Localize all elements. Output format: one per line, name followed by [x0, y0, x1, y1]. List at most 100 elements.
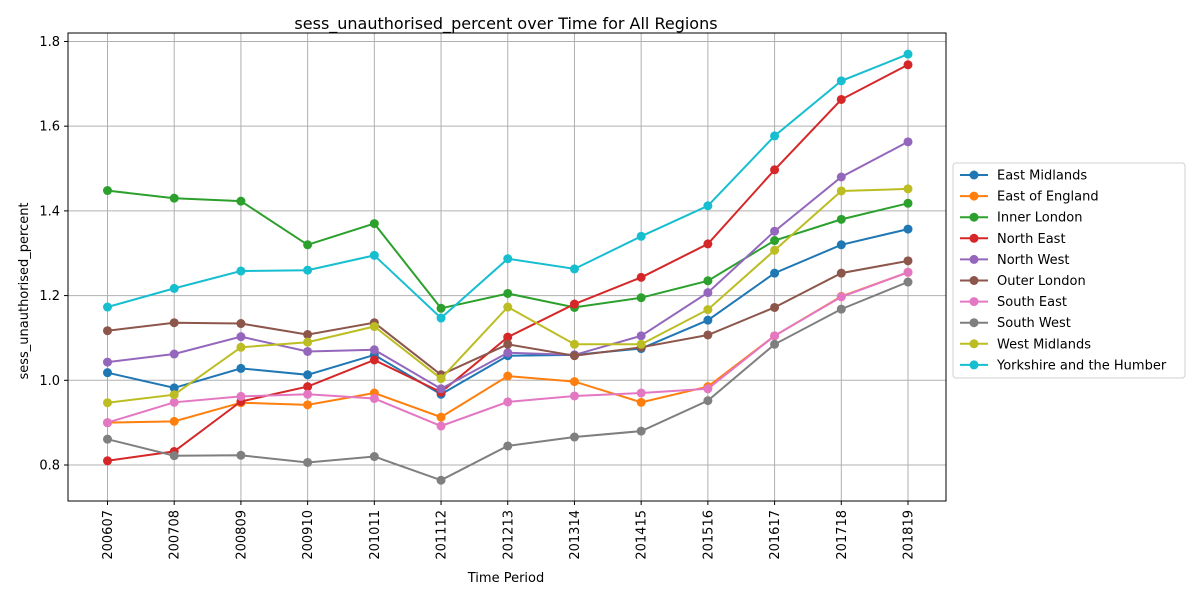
data-point — [303, 389, 313, 399]
data-point — [303, 370, 313, 380]
legend-label: South West — [997, 316, 1071, 331]
data-point — [569, 377, 579, 387]
data-point — [703, 201, 713, 211]
x-axis-label: Time Period — [467, 571, 544, 586]
data-point — [169, 390, 179, 400]
data-point — [303, 457, 313, 467]
data-point — [903, 224, 913, 234]
data-point — [503, 302, 513, 312]
data-point — [369, 322, 379, 332]
y-tick-label: 0.8 — [39, 459, 60, 474]
legend-marker — [969, 212, 979, 222]
series-lines — [103, 49, 913, 485]
data-point — [236, 332, 246, 342]
legend-label: North East — [997, 232, 1066, 247]
data-point — [636, 397, 646, 407]
data-point — [569, 432, 579, 442]
data-point — [303, 400, 313, 410]
chart-title: sess_unauthorised_percent over Time for … — [294, 14, 717, 34]
data-point — [836, 186, 846, 196]
data-point — [169, 451, 179, 461]
data-point — [903, 267, 913, 277]
data-point — [436, 374, 446, 384]
data-point — [303, 240, 313, 250]
y-tick-label: 1.8 — [39, 35, 60, 50]
data-point — [636, 293, 646, 303]
data-point — [503, 371, 513, 381]
data-point — [703, 305, 713, 315]
data-point — [103, 418, 112, 428]
data-point — [369, 219, 379, 229]
data-point — [903, 184, 913, 194]
data-point — [503, 288, 513, 298]
data-point — [836, 268, 846, 278]
data-point — [703, 330, 713, 340]
data-point — [303, 265, 313, 275]
data-point — [903, 49, 913, 59]
x-tick-label: 201112 — [435, 510, 450, 560]
data-point — [503, 332, 513, 342]
legend-label: East Midlands — [997, 169, 1087, 184]
data-point — [703, 384, 713, 394]
data-point — [703, 288, 713, 298]
x-tick-label: 201314 — [568, 510, 583, 560]
y-tick-label: 1.0 — [39, 374, 60, 389]
data-point — [303, 337, 313, 347]
data-point — [436, 421, 446, 431]
data-point — [636, 331, 646, 341]
data-point — [236, 391, 246, 401]
x-tick-label: 200910 — [301, 510, 316, 560]
data-point — [236, 196, 246, 206]
data-point — [770, 331, 780, 341]
data-point — [770, 236, 780, 246]
data-point — [903, 277, 913, 287]
data-point — [703, 396, 713, 406]
data-point — [303, 346, 313, 356]
legend-label: West Midlands — [997, 337, 1091, 352]
data-point — [103, 398, 112, 408]
x-tick-label: 200809 — [234, 510, 249, 560]
data-point — [436, 412, 446, 422]
x-tick-label: 201516 — [701, 510, 716, 560]
data-point — [569, 339, 579, 349]
data-point — [236, 363, 246, 373]
data-point — [503, 254, 513, 264]
legend-marker — [969, 233, 979, 243]
data-point — [436, 384, 446, 394]
legend-label: North West — [997, 253, 1069, 268]
data-point — [569, 351, 579, 361]
data-point — [770, 339, 780, 349]
data-point — [103, 456, 112, 466]
data-point — [436, 313, 446, 323]
data-point — [836, 304, 846, 314]
legend-marker — [969, 254, 979, 264]
data-point — [503, 348, 513, 358]
data-point — [369, 250, 379, 260]
legend-marker — [969, 170, 979, 180]
data-point — [503, 339, 513, 349]
data-point — [703, 276, 713, 286]
data-point — [569, 391, 579, 401]
x-tick-label: 200607 — [101, 510, 116, 560]
data-point — [169, 416, 179, 426]
data-point — [903, 198, 913, 208]
legend-label: South East — [997, 295, 1067, 310]
data-point — [169, 397, 179, 407]
legend-label: Yorkshire and the Humber — [996, 358, 1167, 373]
data-point — [436, 475, 446, 485]
axis-ticks: 200607 200708 200809 200910 201011 201112 2012… — [39, 35, 916, 560]
y-tick-label: 1.4 — [39, 204, 60, 219]
data-point — [836, 94, 846, 104]
data-point — [903, 256, 913, 266]
data-point — [770, 226, 780, 236]
x-tick-label: 201718 — [835, 510, 850, 560]
data-point — [369, 355, 379, 365]
legend-box — [952, 162, 1186, 379]
y-tick-label: 1.2 — [39, 289, 60, 304]
data-point — [103, 302, 112, 312]
legend-marker — [969, 276, 979, 285]
plot-frame — [67, 32, 947, 502]
data-point — [303, 382, 313, 392]
data-point — [103, 434, 112, 444]
